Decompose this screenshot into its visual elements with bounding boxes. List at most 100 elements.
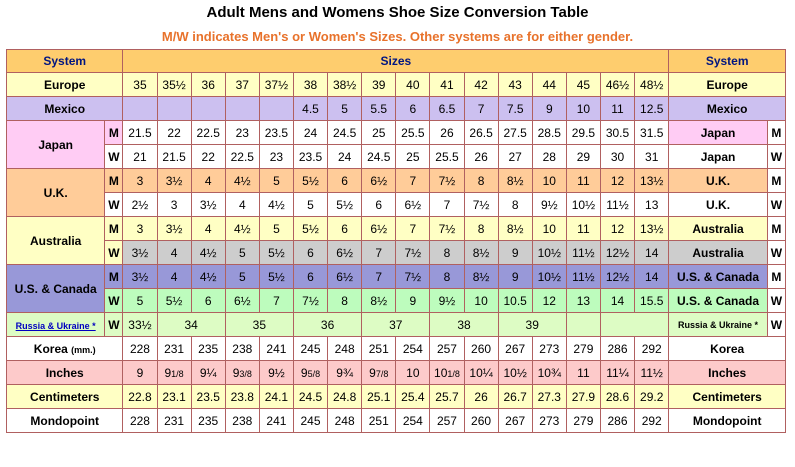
- size-cell: 12.5: [634, 96, 670, 121]
- size-cell: 6½: [361, 216, 397, 241]
- size-cell: 11: [565, 360, 601, 385]
- korea-unit: (mm.): [71, 344, 96, 355]
- size-cell: 29: [565, 144, 601, 169]
- size-cell: 7: [395, 216, 431, 241]
- size-cell: 245: [292, 336, 329, 361]
- size-cell: 25.5: [395, 120, 431, 145]
- size-cell: 7: [361, 264, 397, 289]
- size-cell: 5: [327, 96, 363, 121]
- size-cell: 28.5: [531, 120, 567, 145]
- size-cell: 267: [497, 336, 533, 361]
- size-cell: 273: [531, 408, 567, 433]
- women-marker: W: [104, 288, 124, 313]
- size-cell: 251: [361, 336, 397, 361]
- size-cell: [190, 96, 226, 121]
- inch-whole: 10: [406, 365, 420, 380]
- size-cell: 7.5: [497, 96, 533, 121]
- size-cell: 36: [190, 72, 226, 97]
- size-cell: 97/8: [361, 360, 397, 385]
- size-cell: 33½: [122, 312, 158, 337]
- japan-label: Japan: [5, 120, 106, 169]
- inches-row: Inches 9 91/8 9¼ 93/8 9½ 95/8 9¾ 97/8 10 101/8 10¼ 1…: [5, 360, 786, 385]
- size-cell: 28.6: [599, 384, 636, 409]
- uk-label: U.K.: [5, 168, 106, 217]
- size-cell: 231: [156, 336, 192, 361]
- size-cell: 248: [327, 336, 363, 361]
- size-cell: 3½: [156, 168, 192, 193]
- size-cell: 101/8: [429, 360, 465, 385]
- inch-whole: 11: [577, 365, 590, 380]
- size-cell: 6: [190, 288, 226, 313]
- russia-ukraine-link[interactable]: Russia & Ukraine *: [15, 320, 96, 331]
- size-cell: 21: [122, 144, 158, 169]
- us-canada-label-right-w: U.S. & Canada: [668, 288, 768, 313]
- size-cell: 14: [634, 264, 670, 289]
- size-cell: 14: [599, 288, 636, 313]
- conversion-table: System Sizes System Europe 35 35½ 36 37 37½ 38 38½…: [5, 49, 787, 433]
- size-cell: 5½: [156, 288, 192, 313]
- size-cell: 41: [429, 72, 465, 97]
- size-cell: 9: [395, 288, 431, 313]
- size-cell: 7: [361, 240, 397, 265]
- size-cell: 5: [224, 264, 260, 289]
- men-marker-right: M: [766, 168, 787, 193]
- size-cell: 4: [190, 168, 226, 193]
- size-cell: 45: [565, 72, 601, 97]
- size-cell: 23.5: [258, 120, 294, 145]
- centimeters-row: Centimeters 22.8 23.1 23.5 23.8 24.1 24.5 24.8 2…: [5, 384, 786, 409]
- size-cell: 8: [429, 264, 465, 289]
- size-cell: 228: [122, 336, 158, 361]
- mexico-row-label: Mexico: [5, 96, 124, 121]
- size-cell: 26: [463, 144, 499, 169]
- women-marker-right: W: [766, 312, 787, 337]
- inch-whole: 10¼: [469, 365, 493, 380]
- size-cell: 6: [327, 216, 363, 241]
- system-header-left: System: [5, 49, 124, 73]
- inch-whole: 9: [369, 365, 376, 380]
- size-cell: 9¾: [327, 360, 363, 385]
- size-cell: 260: [463, 336, 499, 361]
- size-cell: 42: [463, 72, 499, 97]
- women-marker-right: W: [766, 192, 787, 217]
- size-cell: 267: [497, 408, 533, 433]
- mexico-row: Mexico 4.5 5 5.5 6 6.5 7 7.5 9 10 11 12.5 Mexico: [5, 96, 786, 121]
- size-cell: 24.8: [327, 384, 363, 409]
- size-cell: 11½: [565, 240, 601, 265]
- size-cell: 4½: [224, 168, 260, 193]
- japan-men-row: Japan M 21.5 22 22.5 23 23.5 24 24.5 25 25.5 26 26.5…: [5, 120, 787, 169]
- size-cell: 8: [463, 216, 499, 241]
- size-cell: 5: [122, 288, 158, 313]
- size-cell: 6½: [395, 192, 431, 217]
- size-cell: [156, 96, 192, 121]
- inch-fraction: 1/8: [171, 368, 184, 379]
- page-title: Adult Mens and Womens Shoe Size Conversi…: [206, 4, 589, 21]
- mexico-row-label-right: Mexico: [668, 96, 786, 121]
- size-cell: 3½: [122, 264, 158, 289]
- inch-whole: 9: [164, 365, 172, 380]
- women-marker-right: W: [766, 144, 787, 169]
- centimeters-row-label-right: Centimeters: [668, 384, 786, 409]
- size-cell: 23: [258, 144, 294, 169]
- size-cell: 22.5: [224, 144, 260, 169]
- size-cell: 8: [327, 288, 363, 313]
- size-cell: 9: [497, 240, 533, 265]
- system-header-right: System: [668, 49, 786, 73]
- size-cell: 10.5: [497, 288, 533, 313]
- size-cell: 31.5: [634, 120, 670, 145]
- size-cell: 9: [122, 360, 158, 385]
- us-canada-label: U.S. & Canada: [5, 264, 106, 313]
- size-cell: 5: [258, 168, 294, 193]
- size-cell: 39: [497, 312, 567, 337]
- size-cell: 8½: [361, 288, 397, 313]
- size-cell: 15.5: [634, 288, 670, 313]
- size-cell: 10: [531, 216, 567, 241]
- size-cell: 4½: [190, 264, 226, 289]
- size-cell: 3: [122, 216, 158, 241]
- size-cell: 12: [599, 216, 636, 241]
- size-cell: 7: [429, 192, 465, 217]
- size-cell: 25.4: [395, 384, 431, 409]
- size-cell: 7½: [429, 216, 465, 241]
- header-row: System Sizes System: [5, 49, 786, 73]
- size-cell: 9¼: [190, 360, 226, 385]
- us-canada-women-row: W 5 5½ 6 6½ 7 7½ 8 8½ 9 9½ 10 10.5 12 13 14 15.5 U.S. & C…: [7, 288, 787, 313]
